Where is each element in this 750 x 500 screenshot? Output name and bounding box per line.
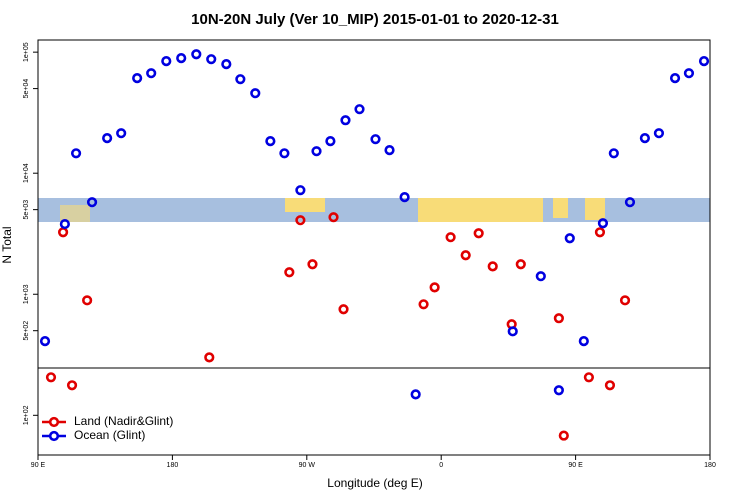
point: [624, 197, 636, 208]
point: [279, 148, 290, 159]
legend-label: Land (Nadir&Glint): [74, 414, 173, 428]
point: [311, 146, 322, 157]
point: [578, 336, 589, 347]
point: [102, 132, 113, 144]
point: [619, 295, 631, 306]
point: [235, 74, 246, 85]
point: [146, 68, 157, 79]
point: [639, 132, 650, 144]
point: [57, 227, 69, 238]
point: [176, 53, 187, 64]
point: [473, 228, 484, 239]
point: [653, 128, 665, 139]
point: [594, 227, 606, 238]
point: [507, 326, 518, 337]
point: [70, 148, 82, 159]
point: [698, 56, 710, 67]
point: [354, 104, 365, 115]
y-tick-label: 5e+03: [23, 200, 30, 220]
point: [608, 148, 619, 159]
legend-marker: [48, 430, 60, 442]
point: [384, 145, 395, 156]
point: [265, 136, 276, 147]
point: [66, 380, 78, 391]
x-tick-label: 90 W: [299, 462, 316, 469]
point: [325, 136, 336, 147]
point: [410, 389, 421, 400]
x-tick-label: 90 E: [568, 462, 583, 469]
y-tick-label: 1e+02: [23, 405, 30, 425]
point: [221, 59, 232, 70]
point: [295, 185, 306, 196]
x-tick-label: 0: [439, 462, 443, 469]
point: [328, 212, 339, 223]
y-axis-label: N Total: [0, 226, 14, 263]
point: [307, 259, 318, 270]
map-strip: [38, 198, 710, 222]
point: [338, 304, 349, 315]
plot-frame: [37, 39, 711, 456]
y-tick-label: 1e+04: [23, 163, 30, 183]
point: [191, 49, 202, 60]
point: [204, 352, 215, 363]
point: [340, 115, 351, 126]
point: [683, 68, 695, 79]
point: [553, 385, 564, 396]
point: [487, 261, 498, 272]
y-tick-label: 5e+04: [23, 79, 30, 99]
point: [429, 282, 440, 293]
point: [460, 250, 471, 261]
y-tick-label: 5e+02: [23, 321, 30, 341]
point: [669, 73, 681, 84]
point: [558, 430, 569, 441]
point: [45, 372, 57, 383]
point: [535, 271, 546, 282]
point: [59, 218, 70, 230]
point: [284, 267, 295, 278]
point: [399, 192, 410, 203]
point: [295, 215, 306, 226]
y-tick-label: 1e+03: [23, 284, 30, 304]
point: [161, 56, 172, 67]
point: [86, 197, 98, 208]
point: [553, 313, 564, 324]
point: [597, 218, 609, 229]
point: [132, 73, 143, 84]
point: [604, 380, 616, 391]
x-tick-label: 90 E: [31, 462, 46, 469]
point: [39, 336, 51, 347]
legend-label: Ocean (Glint): [74, 428, 145, 442]
point: [564, 233, 575, 244]
point: [206, 54, 217, 65]
x-tick-label: 180: [167, 462, 179, 469]
legend-marker: [48, 416, 60, 428]
point: [82, 295, 93, 306]
point: [250, 88, 261, 99]
x-tick-label: 180: [704, 462, 716, 469]
point: [370, 134, 381, 145]
point: [515, 259, 526, 270]
point: [583, 372, 594, 383]
point: [418, 299, 429, 310]
point: [116, 128, 127, 139]
y-tick-label: 1e+05: [23, 42, 30, 62]
point: [445, 232, 456, 243]
chart-title: 10N-20N July (Ver 10_MIP) 2015-01-01 to …: [191, 11, 559, 28]
x-axis-label: Longitude (deg E): [327, 476, 422, 490]
